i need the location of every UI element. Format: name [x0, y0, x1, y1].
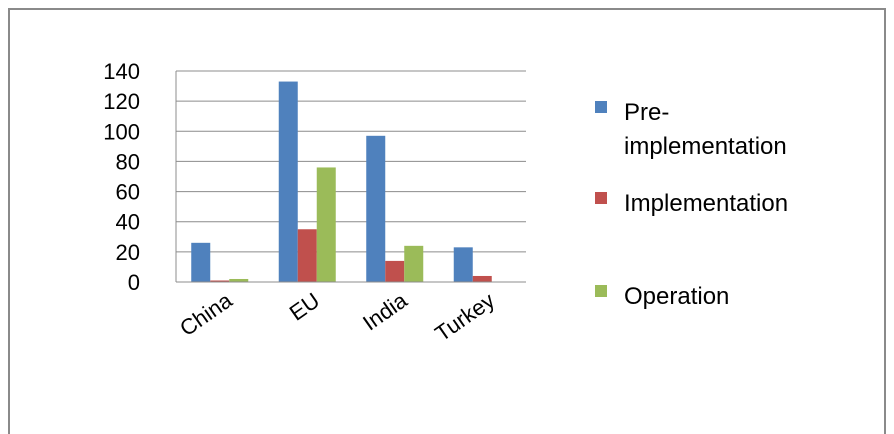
y-tick-label: 80	[116, 149, 140, 174]
bars	[191, 81, 492, 282]
x-tick-label: China	[175, 287, 237, 341]
y-tick-label: 140	[103, 59, 140, 84]
y-tick-label: 100	[103, 119, 140, 144]
x-tick-label: India	[358, 287, 412, 335]
chart-frame	[8, 8, 886, 434]
legend-label: Pre-	[624, 99, 669, 126]
legend-swatch	[595, 192, 607, 204]
bar-pre-implementation-china	[191, 242, 211, 282]
y-tick-label: 40	[116, 210, 140, 235]
bar-implementation-india	[385, 260, 405, 282]
legend-label: Operation	[624, 283, 729, 310]
bar-pre-implementation-india	[366, 135, 386, 282]
bar-implementation-turkey	[472, 275, 492, 282]
gridlines	[176, 70, 526, 253]
bar-implementation-eu	[297, 229, 317, 282]
y-tick-label: 0	[128, 270, 140, 295]
bar-implementation-china	[210, 280, 230, 282]
x-tick-label: EU	[285, 288, 324, 326]
y-tick-label: 60	[116, 180, 140, 205]
axes: 0 20 40 60 80 100 120 140 China EU India Turkey	[103, 59, 526, 346]
bar-operation-india	[404, 245, 424, 282]
bar-pre-implementation-eu	[278, 81, 298, 282]
legend-label: Implementation	[624, 190, 788, 217]
bar-operation-eu	[316, 167, 336, 282]
bar-operation-china	[229, 278, 249, 282]
legend-label: implementation	[624, 133, 787, 160]
legend-swatch	[595, 101, 607, 113]
y-tick-label: 120	[103, 89, 140, 114]
legend: Pre-implementation Implementation Operatio…	[595, 99, 788, 310]
y-tick-label: 20	[116, 240, 140, 265]
legend-swatch	[595, 285, 607, 297]
x-tick-label: Turkey	[430, 288, 499, 347]
bar-pre-implementation-turkey	[453, 247, 473, 282]
